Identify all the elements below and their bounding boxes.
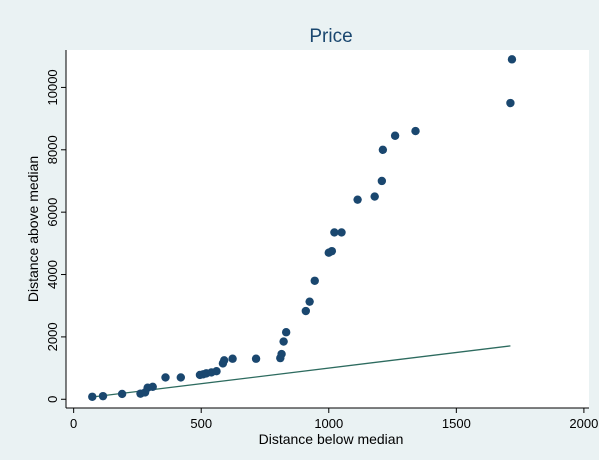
data-point [337, 228, 346, 237]
x-axis-ticks: 0 500 1000 1500 2000 [70, 408, 598, 431]
data-point [507, 55, 517, 64]
data-point [506, 98, 515, 108]
y-tick-label: 2000 [45, 322, 60, 351]
x-axis-title: Distance below median [259, 431, 404, 447]
data-point [305, 297, 314, 306]
y-tick-label: 8000 [45, 135, 60, 164]
x-tick-label: 0 [70, 416, 77, 431]
data-points [88, 55, 517, 401]
data-point [161, 373, 170, 382]
data-point [310, 276, 319, 285]
data-point [330, 228, 339, 237]
x-tick-label: 500 [190, 416, 212, 431]
x-tick-label: 2000 [569, 416, 598, 431]
y-tick-label: 10000 [45, 69, 60, 105]
data-point [212, 367, 221, 376]
data-point [411, 126, 420, 136]
data-point [279, 337, 288, 346]
data-point [219, 356, 229, 365]
data-point [98, 391, 108, 401]
data-point [228, 354, 237, 363]
data-point [176, 373, 186, 382]
y-axis-title: Distance above median [25, 156, 41, 302]
data-point [251, 354, 261, 363]
data-point [88, 392, 97, 401]
data-point [353, 195, 362, 204]
x-tick-label: 1000 [314, 416, 343, 431]
x-tick-label: 1500 [442, 416, 471, 431]
y-axis-ticks: 0 2000 4000 6000 8000 10000 [45, 69, 66, 403]
y-tick-label: 6000 [45, 198, 60, 227]
data-point [377, 176, 387, 186]
y-tick-label: 0 [45, 396, 60, 403]
data-point [148, 382, 157, 391]
data-point [370, 192, 379, 201]
data-point [390, 131, 400, 140]
reference-line [92, 345, 511, 398]
data-point [301, 306, 311, 316]
data-point [277, 349, 286, 359]
data-point [117, 389, 127, 399]
chart-title: Price [309, 26, 352, 47]
y-tick-label: 4000 [45, 260, 60, 289]
data-point [327, 246, 337, 256]
data-point [281, 328, 291, 337]
plot-area [66, 50, 589, 408]
data-point [378, 145, 388, 154]
